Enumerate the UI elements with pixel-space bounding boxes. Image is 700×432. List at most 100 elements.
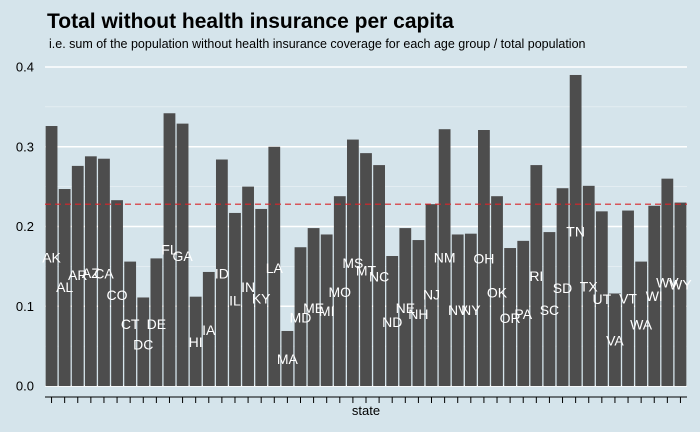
bar-AK (45, 126, 58, 386)
bar-NJ (425, 204, 438, 386)
bar-TX (582, 185, 595, 386)
bar-IL (229, 212, 241, 386)
bar-MO (333, 196, 346, 386)
y-tick-label: 0.1 (16, 299, 34, 314)
state-label: TN (566, 223, 585, 239)
state-label: NV (448, 302, 468, 318)
state-label: HI (189, 334, 203, 350)
bar-LA (268, 146, 281, 386)
bar-NM (438, 129, 451, 386)
bar-ME (307, 228, 320, 386)
state-label: UT (593, 291, 612, 307)
state-label: OH (473, 250, 494, 266)
bar-UT (595, 211, 608, 386)
state-label: DC (133, 337, 153, 353)
state-label: PA (514, 306, 532, 322)
state-label: SD (553, 280, 572, 296)
state-label: MA (277, 351, 299, 367)
state-label: NC (369, 269, 389, 285)
bar-MA (281, 330, 294, 386)
x-axis-label: state (352, 403, 380, 418)
state-label: AL (56, 279, 73, 295)
state-label: NM (434, 250, 456, 266)
state-label: IN (241, 279, 255, 295)
y-tick-label: 0.3 (16, 139, 34, 154)
bar-HI (189, 296, 202, 386)
bar-AL (58, 189, 71, 386)
state-label: VA (606, 333, 624, 349)
state-label: KY (252, 290, 271, 306)
bar-MT (360, 153, 372, 386)
state-label: WA (630, 317, 653, 333)
bar-NY (464, 233, 477, 386)
bar-VA (609, 293, 621, 386)
y-tick-label: 0.0 (16, 379, 34, 394)
state-label: FL (161, 242, 178, 258)
bar-DE (150, 258, 163, 386)
bar-NE (399, 228, 412, 386)
state-label: RI (529, 268, 543, 284)
y-tick-label: 0.4 (16, 60, 34, 75)
state-label: GA (172, 248, 193, 264)
state-label: NJ (423, 286, 440, 302)
state-label: ME (303, 300, 324, 316)
bar-PA (517, 240, 530, 386)
bar-VT (622, 210, 634, 386)
bar-SD (556, 188, 569, 386)
bar-AZ (84, 156, 97, 386)
state-label: ID (215, 266, 229, 282)
state-label: AZ (82, 265, 100, 281)
bar-WY (674, 202, 687, 386)
bar-MI (320, 234, 333, 386)
state-label: MS (342, 255, 363, 271)
bar-NH (412, 240, 425, 386)
bar-IN (242, 186, 254, 386)
bar-CA (98, 158, 110, 386)
state-label: WV (656, 274, 679, 290)
bar-MD (294, 247, 307, 386)
state-label: CA (94, 266, 114, 282)
bar-RI (530, 165, 543, 386)
bar-ID (215, 159, 228, 386)
state-label: LA (266, 260, 284, 276)
bar-NV (451, 234, 464, 386)
state-label: OK (487, 285, 508, 301)
state-label: CT (121, 316, 140, 332)
state-label: VT (619, 290, 637, 306)
state-label: ND (382, 314, 402, 330)
bar-CT (124, 261, 137, 386)
bar-MS (347, 139, 359, 386)
bar-SC (543, 232, 556, 386)
state-label: OR (500, 310, 521, 326)
bar-WI (648, 205, 661, 386)
state-label: MO (329, 284, 352, 300)
bar-WA (635, 261, 648, 386)
bar-FL (163, 113, 176, 386)
chart-subtitle: i.e. sum of the population without healt… (49, 37, 586, 51)
bar-WV (661, 178, 674, 386)
y-tick-label: 0.2 (16, 219, 34, 234)
state-label: NE (396, 300, 415, 316)
bar-OH (478, 130, 490, 386)
state-label: IL (229, 293, 241, 309)
state-label: NY (461, 302, 481, 318)
bar-OK (491, 196, 503, 386)
state-label: MT (356, 262, 377, 278)
bar-CO (111, 200, 123, 386)
state-label: AR (68, 267, 87, 283)
state-label: SC (540, 302, 559, 318)
state-label: IA (202, 322, 216, 338)
state-label: TX (580, 278, 599, 294)
state-label: MD (290, 309, 312, 325)
state-label: WI (646, 288, 663, 304)
state-label: WY (669, 277, 692, 293)
state-label: MI (319, 303, 335, 319)
chart-title: Total without health insurance per capit… (47, 10, 454, 33)
state-label: AK (42, 250, 61, 266)
bar-IA (202, 271, 215, 386)
state-label: NH (408, 306, 428, 322)
state-label: DE (147, 316, 166, 332)
state-label: CO (107, 287, 128, 303)
